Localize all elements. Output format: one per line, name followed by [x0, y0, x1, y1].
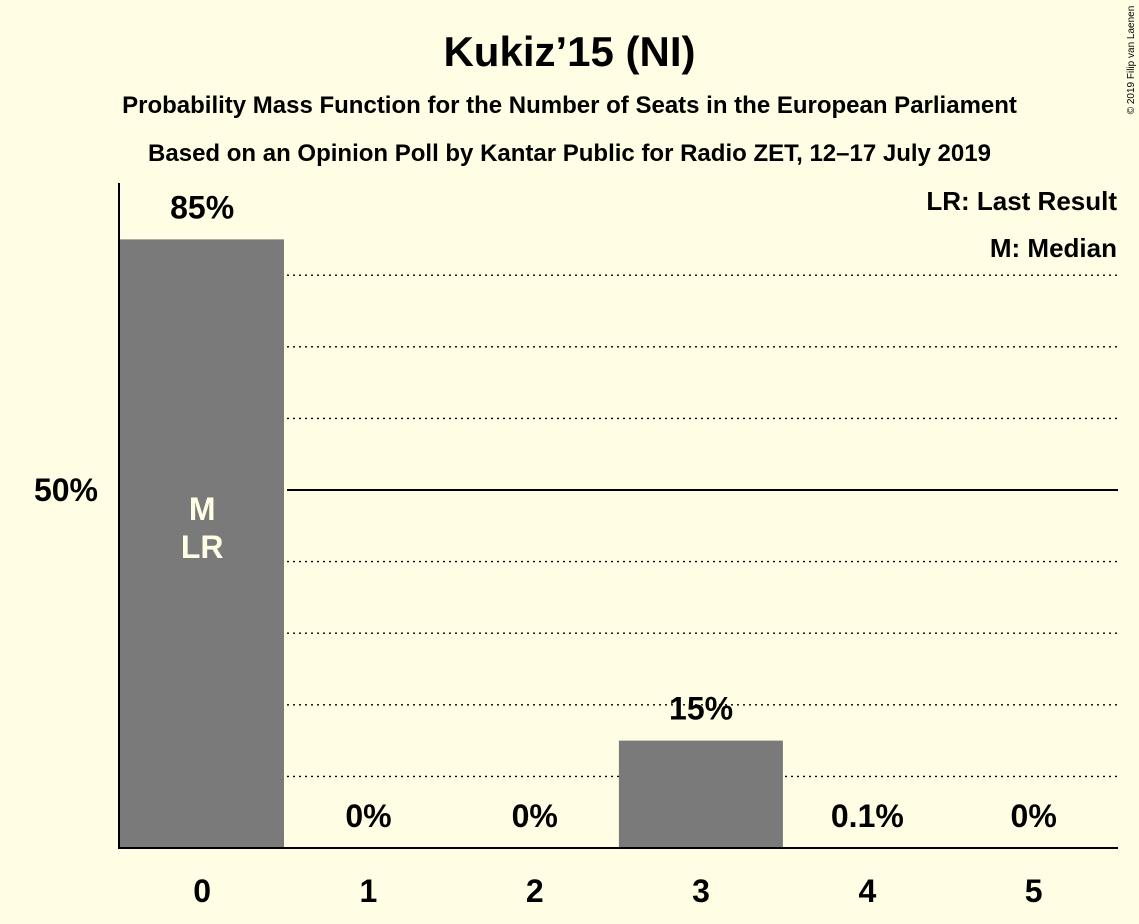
bar-3 — [618, 740, 783, 848]
copyright-note: © 2019 Filip van Laenen — [1126, 6, 1137, 115]
value-label-1: 0% — [345, 798, 391, 834]
x-tick-label-5: 5 — [1025, 873, 1043, 909]
bars — [120, 239, 950, 848]
value-label-2: 0% — [512, 798, 558, 834]
value-label-5: 0% — [1011, 798, 1057, 834]
bar-marker-lr: LR — [181, 529, 224, 565]
x-tick-label-0: 0 — [193, 873, 211, 909]
x-tick-label-4: 4 — [858, 873, 876, 909]
value-label-4: 0.1% — [831, 798, 904, 834]
chart-subtitle-line2: Based on an Opinion Poll by Kantar Publi… — [148, 140, 991, 167]
y-tick-label: 50% — [34, 472, 98, 508]
value-label-0: 85% — [170, 189, 234, 225]
legend-last-result: LR: Last Result — [926, 186, 1117, 216]
bar-0 — [120, 239, 284, 848]
chart-title: Kukiz’15 (NI) — [443, 28, 695, 75]
chart-subtitle-line1: Probability Mass Function for the Number… — [122, 92, 1017, 119]
value-label-3: 15% — [669, 691, 733, 727]
x-tick-label-3: 3 — [692, 873, 710, 909]
gridlines — [287, 274, 1118, 778]
x-tick-label-1: 1 — [360, 873, 378, 909]
x-tick-label-2: 2 — [526, 873, 544, 909]
bar-labels: 85% MLR 0% 0% 15% 0.1% 0% — [170, 189, 1057, 834]
legend-median: M: Median — [990, 233, 1117, 263]
axes: 50% 0 1 2 3 4 5 — [34, 183, 1118, 909]
bar-marker-m: M — [189, 491, 216, 527]
